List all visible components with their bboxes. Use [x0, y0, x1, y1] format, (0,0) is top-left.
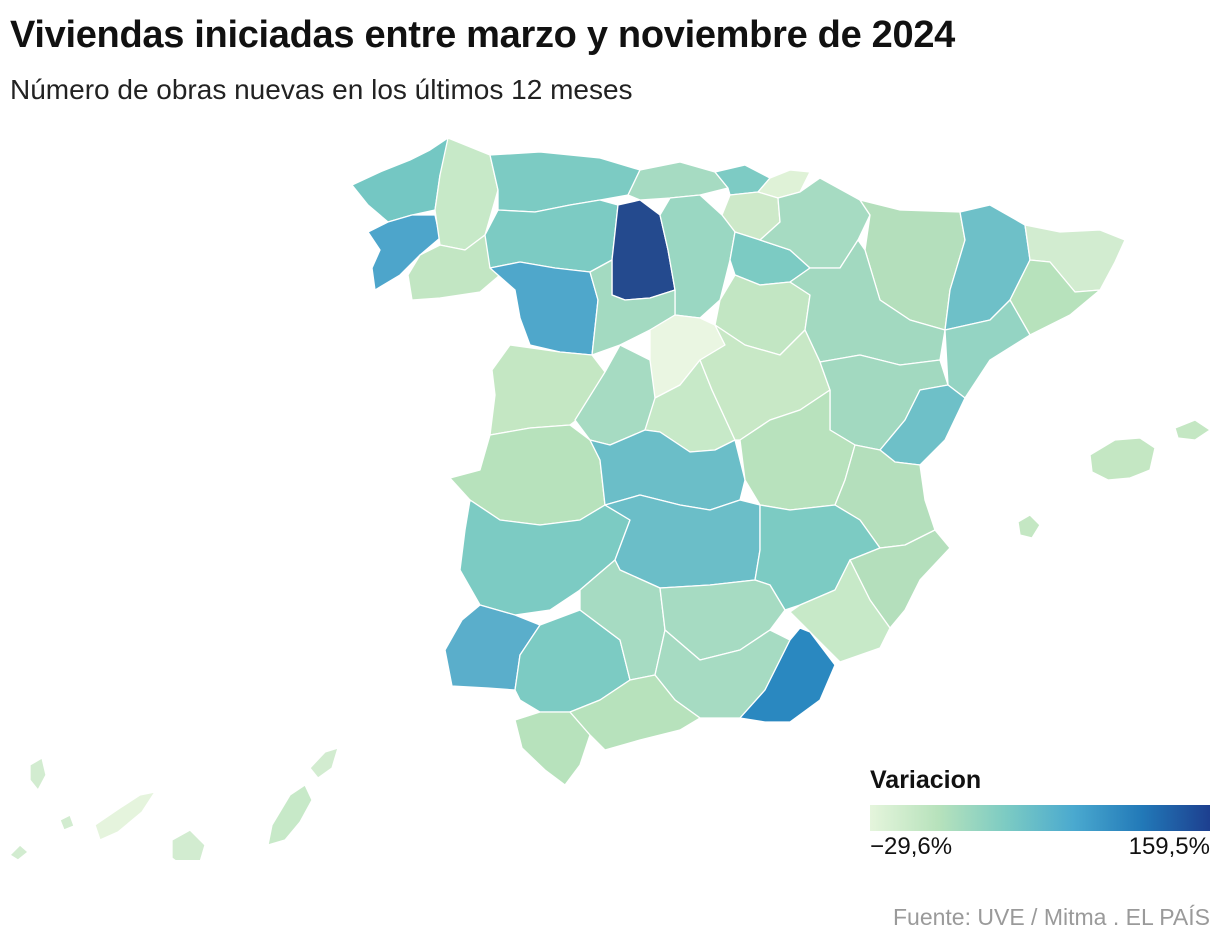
- spain-choropleth-map: [9, 137, 1211, 860]
- color-legend: Variacion −29,6% 159,5%: [870, 766, 1210, 863]
- region-burgos[interactable]: [659, 194, 736, 319]
- region-ibiza[interactable]: [1017, 514, 1041, 539]
- region-tenerife[interactable]: [94, 791, 156, 841]
- region-cadiz[interactable]: [514, 711, 591, 786]
- region-asturias[interactable]: [489, 151, 641, 213]
- region-cantabria[interactable]: [627, 161, 729, 201]
- legend-max-label: 159,5%: [1128, 833, 1210, 860]
- legend-min-label: −29,6%: [870, 833, 953, 860]
- region-leon[interactable]: [484, 199, 619, 273]
- region-ourense[interactable]: [407, 234, 506, 301]
- region-mallorca[interactable]: [1089, 437, 1156, 481]
- region-valladolid[interactable]: [589, 259, 676, 356]
- map-subtitle: Número de obras nuevas en los últimos 12…: [10, 74, 633, 105]
- legend-title: Variacion: [870, 766, 982, 794]
- region-la-palma[interactable]: [29, 757, 47, 791]
- region-malaga[interactable]: [569, 674, 701, 751]
- region-murcia[interactable]: [789, 559, 891, 663]
- legend-labels: −29,6% 159,5%: [870, 833, 1210, 863]
- legend-gradient-bar: [870, 805, 1210, 831]
- region-lanzarote[interactable]: [309, 747, 339, 779]
- map-title: Viviendas iniciadas entre marzo y noviem…: [10, 14, 955, 56]
- region-gran-canaria[interactable]: [171, 829, 206, 860]
- source-credit: Fuente: UVE / Mitma . EL PAÍS: [892, 904, 1210, 930]
- region-tarragona[interactable]: [944, 299, 1031, 399]
- region-menorca[interactable]: [1174, 419, 1211, 441]
- region-fuerteventura[interactable]: [267, 784, 313, 846]
- region-el-hierro[interactable]: [9, 844, 29, 860]
- region-zamora[interactable]: [489, 261, 599, 356]
- region-la-gomera[interactable]: [59, 814, 75, 831]
- region-almeria[interactable]: [739, 627, 836, 723]
- region-huelva[interactable]: [444, 604, 541, 691]
